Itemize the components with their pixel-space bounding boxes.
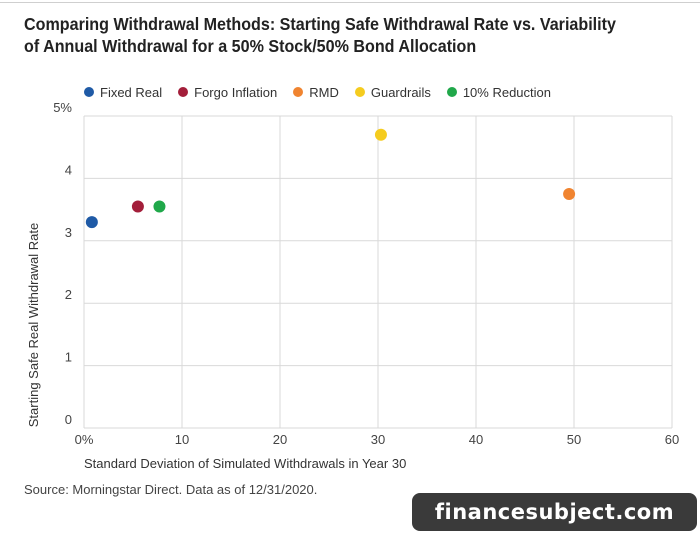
x-tick-label: 10: [175, 432, 189, 447]
scatter-point-forgo-inflation: [131, 200, 144, 213]
source-note: Source: Morningstar Direct. Data as of 1…: [24, 482, 318, 497]
legend-label-fixed-real: Fixed Real: [100, 84, 163, 100]
y-tick-label: 5%: [53, 100, 72, 115]
legend-dot-forgo-inflation: [178, 87, 189, 97]
gridlines: [83, 115, 673, 429]
legend-item-forgo-inflation: Forgo Inflation: [178, 85, 277, 100]
legend-item-fixed-real: Fixed Real: [84, 85, 162, 100]
scatter-point-guardrails: [374, 128, 387, 141]
y-tick-label: 3: [65, 225, 72, 240]
y-tick-label: 2: [65, 287, 72, 302]
legend-label-rmd: RMD: [309, 84, 339, 100]
top-rule: [0, 2, 700, 3]
legend-item-10-reduction: 10% Reduction: [446, 84, 551, 100]
watermark-logo: financesubject.com: [412, 493, 697, 531]
scatter-point-10-reduction: [153, 200, 166, 213]
x-tick-label: 0%: [75, 432, 94, 447]
scatter-point-fixed-real: [85, 216, 98, 229]
legend-dot-guardrails: [354, 87, 365, 97]
y-tick-label: 4: [65, 162, 72, 177]
legend: Fixed Real Forgo Inflation RMD Guardrail…: [84, 83, 567, 101]
x-tick-label: 30: [371, 432, 385, 447]
legend-label-forgo-inflation: Forgo Inflation: [194, 84, 278, 100]
tick-labels: 0 1 2 3 4 5% 0% 10 20 30 40 50 60: [53, 100, 679, 447]
legend-dot-rmd: [293, 87, 304, 97]
chart-title: Comparing Withdrawal Methods: Starting S…: [24, 14, 616, 56]
x-axis-label: Standard Deviation of Simulated Withdraw…: [84, 456, 406, 471]
legend-label-guardrails: Guardrails: [370, 84, 431, 100]
x-tick-label: 60: [665, 432, 679, 447]
x-tick-label: 50: [567, 432, 581, 447]
y-tick-label: 0: [65, 412, 72, 427]
legend-item-rmd: RMD: [293, 85, 339, 100]
legend-label-10-reduction: 10% Reduction: [462, 84, 551, 100]
x-tick-label: 40: [469, 432, 483, 447]
y-tick-label: 1: [65, 350, 72, 365]
legend-dot-10-reduction: [446, 87, 457, 97]
legend-dot-fixed-real: [84, 87, 94, 97]
x-tick-label: 20: [273, 432, 287, 447]
legend-item-guardrails: Guardrails: [354, 84, 431, 100]
scatter-point-rmd: [563, 188, 576, 200]
y-axis-label: Starting Safe Real Withdrawal Rate: [26, 223, 41, 427]
data-points: [85, 128, 576, 229]
